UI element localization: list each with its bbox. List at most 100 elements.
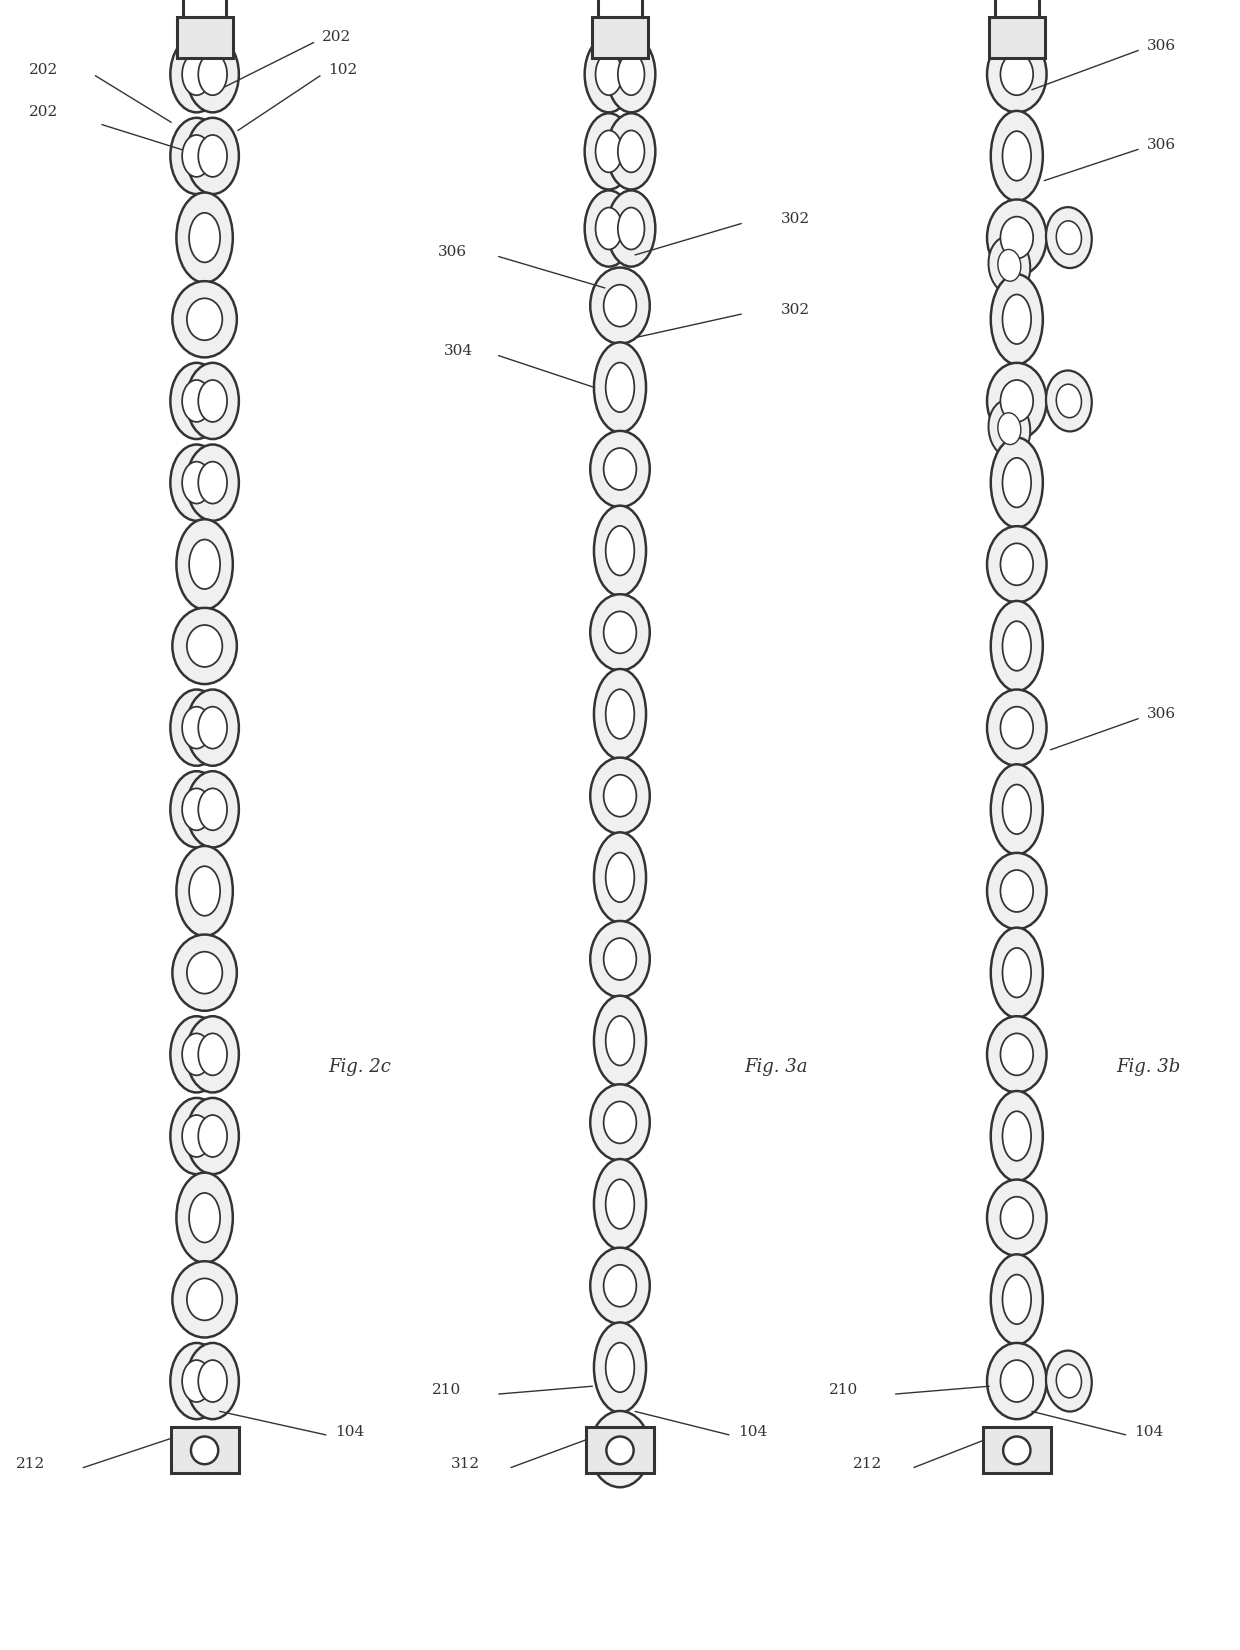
Ellipse shape xyxy=(605,1343,635,1393)
Ellipse shape xyxy=(991,1091,1043,1181)
Text: 212: 212 xyxy=(16,1457,46,1472)
Ellipse shape xyxy=(1047,371,1091,431)
Ellipse shape xyxy=(176,520,233,609)
Ellipse shape xyxy=(198,135,227,177)
Ellipse shape xyxy=(585,36,632,112)
Ellipse shape xyxy=(1002,457,1032,508)
Ellipse shape xyxy=(590,1247,650,1323)
Ellipse shape xyxy=(1056,384,1081,417)
Ellipse shape xyxy=(182,1033,211,1076)
Text: 210: 210 xyxy=(432,1383,461,1398)
Ellipse shape xyxy=(987,1343,1047,1419)
Ellipse shape xyxy=(1001,380,1033,422)
Ellipse shape xyxy=(187,299,222,340)
Ellipse shape xyxy=(198,1033,227,1076)
Ellipse shape xyxy=(186,1097,239,1175)
Ellipse shape xyxy=(1002,1110,1032,1162)
Ellipse shape xyxy=(170,117,223,195)
Ellipse shape xyxy=(1047,1351,1091,1411)
Ellipse shape xyxy=(605,363,635,412)
Ellipse shape xyxy=(170,444,223,521)
Ellipse shape xyxy=(590,1411,650,1487)
Ellipse shape xyxy=(186,1343,239,1419)
Ellipse shape xyxy=(590,431,650,507)
Ellipse shape xyxy=(605,1180,635,1229)
Ellipse shape xyxy=(188,1193,221,1242)
Ellipse shape xyxy=(198,1115,227,1157)
Ellipse shape xyxy=(187,625,222,667)
Ellipse shape xyxy=(1047,208,1091,267)
Ellipse shape xyxy=(590,1084,650,1160)
Ellipse shape xyxy=(1003,1437,1030,1464)
Ellipse shape xyxy=(594,505,646,596)
Ellipse shape xyxy=(987,363,1047,439)
Text: Fig. 2c: Fig. 2c xyxy=(329,1059,392,1076)
Ellipse shape xyxy=(198,380,227,422)
Ellipse shape xyxy=(991,927,1043,1018)
Ellipse shape xyxy=(172,280,237,358)
Ellipse shape xyxy=(170,36,223,112)
Ellipse shape xyxy=(604,939,636,980)
Ellipse shape xyxy=(1002,294,1032,345)
Text: 312: 312 xyxy=(450,1457,480,1472)
Text: 306: 306 xyxy=(1147,38,1176,53)
Text: 302: 302 xyxy=(781,302,810,317)
Ellipse shape xyxy=(608,36,655,112)
Ellipse shape xyxy=(595,53,622,96)
Ellipse shape xyxy=(590,594,650,670)
FancyBboxPatch shape xyxy=(585,1427,655,1473)
Ellipse shape xyxy=(1002,947,1032,998)
Ellipse shape xyxy=(186,444,239,521)
Ellipse shape xyxy=(1056,1365,1081,1398)
Text: 202: 202 xyxy=(322,30,352,45)
Ellipse shape xyxy=(987,36,1047,112)
Ellipse shape xyxy=(594,832,646,922)
Text: Fig. 3a: Fig. 3a xyxy=(744,1059,807,1076)
Ellipse shape xyxy=(1002,620,1032,672)
Ellipse shape xyxy=(605,526,635,576)
Ellipse shape xyxy=(991,274,1043,365)
Ellipse shape xyxy=(1002,1274,1032,1325)
Ellipse shape xyxy=(604,1266,636,1307)
Ellipse shape xyxy=(188,213,221,262)
Ellipse shape xyxy=(182,53,211,96)
Ellipse shape xyxy=(608,114,655,190)
Ellipse shape xyxy=(176,193,233,282)
Ellipse shape xyxy=(585,190,632,267)
Ellipse shape xyxy=(182,1360,211,1402)
Ellipse shape xyxy=(590,757,650,833)
Ellipse shape xyxy=(608,190,655,267)
Ellipse shape xyxy=(606,1437,634,1464)
FancyBboxPatch shape xyxy=(982,1427,1052,1473)
Ellipse shape xyxy=(590,921,650,997)
Ellipse shape xyxy=(1001,1196,1033,1239)
Ellipse shape xyxy=(186,363,239,439)
Text: 104: 104 xyxy=(335,1424,365,1439)
Text: 102: 102 xyxy=(329,63,358,78)
Ellipse shape xyxy=(191,1437,218,1464)
Ellipse shape xyxy=(618,130,645,172)
Ellipse shape xyxy=(1056,221,1081,254)
Ellipse shape xyxy=(176,846,233,936)
Ellipse shape xyxy=(604,449,636,490)
Text: 306: 306 xyxy=(438,244,467,259)
Ellipse shape xyxy=(1001,706,1033,749)
Text: 202: 202 xyxy=(29,104,58,119)
Ellipse shape xyxy=(605,690,635,739)
Ellipse shape xyxy=(595,130,622,172)
FancyBboxPatch shape xyxy=(171,1427,238,1473)
Ellipse shape xyxy=(198,462,227,503)
Ellipse shape xyxy=(186,36,239,112)
Ellipse shape xyxy=(187,1279,222,1320)
Ellipse shape xyxy=(618,53,645,96)
Ellipse shape xyxy=(991,764,1043,855)
Ellipse shape xyxy=(172,1261,237,1338)
Ellipse shape xyxy=(594,995,646,1086)
Ellipse shape xyxy=(991,437,1043,528)
Ellipse shape xyxy=(595,208,622,249)
Ellipse shape xyxy=(186,1016,239,1092)
Ellipse shape xyxy=(170,771,223,848)
Ellipse shape xyxy=(594,342,646,432)
Ellipse shape xyxy=(991,1254,1043,1345)
Ellipse shape xyxy=(987,1180,1047,1256)
